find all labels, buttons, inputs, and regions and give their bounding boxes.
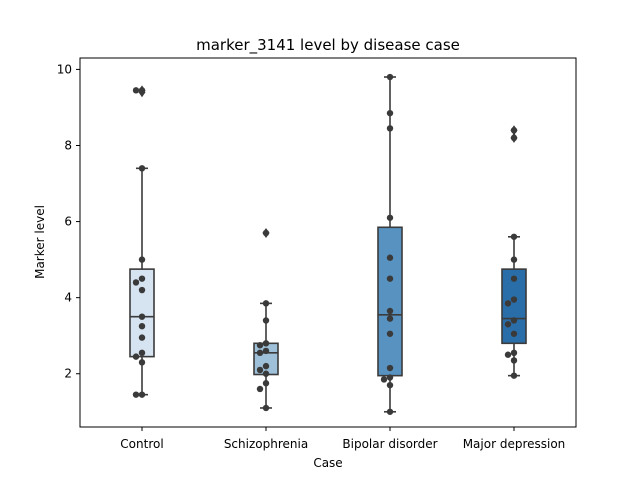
data-point	[138, 334, 146, 341]
data-point	[504, 321, 512, 328]
box-group	[377, 76, 403, 413]
data-point	[256, 385, 264, 393]
x-tick-label: Major depression	[463, 437, 566, 451]
data-point	[510, 256, 518, 263]
data-point	[138, 313, 146, 320]
x-axis: Control Schizophrenia Bipolar disorder Majo…	[120, 427, 565, 451]
swarm-points	[504, 127, 518, 379]
plot-area	[129, 73, 527, 415]
x-tick-label: Schizophrenia	[224, 437, 308, 451]
data-point	[262, 317, 270, 324]
box-group	[129, 85, 155, 396]
data-point	[262, 370, 270, 377]
data-point	[262, 300, 270, 307]
data-point	[138, 165, 146, 172]
data-point	[386, 408, 394, 415]
data-point	[132, 353, 140, 360]
data-point	[504, 300, 512, 307]
data-point	[386, 315, 394, 322]
data-point	[256, 366, 264, 374]
data-point	[510, 372, 518, 379]
data-point	[256, 342, 264, 349]
data-point	[510, 275, 518, 282]
data-point	[386, 73, 394, 81]
data-point	[504, 351, 512, 358]
y-tick-label: 10	[57, 62, 72, 76]
y-tick-label: 6	[64, 215, 72, 229]
data-point	[386, 381, 394, 389]
y-tick-label: 4	[64, 291, 72, 305]
data-point	[138, 322, 146, 330]
chart-title: marker_3141 level by disease case	[196, 36, 460, 55]
data-point	[386, 275, 394, 282]
data-point	[386, 307, 394, 315]
y-tick-label: 2	[64, 367, 72, 381]
data-point	[132, 391, 140, 398]
data-point	[132, 87, 140, 94]
box-iqr	[377, 226, 403, 377]
data-point	[262, 340, 270, 347]
data-point	[510, 357, 518, 364]
data-point	[510, 296, 518, 303]
y-tick-label: 8	[64, 138, 72, 152]
data-point	[510, 317, 518, 324]
box-group	[501, 125, 527, 377]
swarm-points	[256, 229, 270, 412]
data-point	[138, 275, 146, 282]
data-point	[138, 391, 146, 398]
data-point	[262, 347, 270, 355]
data-point	[510, 349, 518, 357]
x-tick-label: Control	[120, 437, 163, 451]
data-point	[510, 233, 518, 240]
swarm-points	[132, 87, 146, 398]
plot-frame	[79, 57, 577, 428]
y-axis-label: Marker level	[33, 205, 47, 279]
data-point	[386, 374, 394, 381]
data-point	[386, 214, 394, 221]
data-point	[386, 364, 394, 372]
data-point	[386, 125, 394, 132]
data-point	[510, 127, 518, 134]
data-point	[386, 330, 394, 337]
data-point	[380, 376, 388, 383]
data-point	[138, 359, 146, 366]
swarm-points	[380, 73, 394, 415]
data-point	[262, 380, 270, 387]
x-axis-label: Case	[313, 456, 342, 470]
data-point	[510, 330, 518, 337]
data-point	[138, 349, 146, 357]
data-point	[138, 87, 146, 94]
x-tick-label: Bipolar disorder	[342, 437, 437, 451]
data-point	[262, 229, 270, 237]
data-point	[510, 134, 518, 142]
data-point	[262, 404, 270, 412]
data-point	[386, 109, 394, 117]
data-point	[138, 286, 146, 294]
data-point	[256, 349, 264, 357]
y-axis: 2 4 6 8 10	[57, 62, 80, 381]
data-point	[386, 254, 394, 261]
data-point	[132, 279, 140, 286]
data-point	[138, 256, 146, 263]
data-point	[262, 362, 270, 370]
